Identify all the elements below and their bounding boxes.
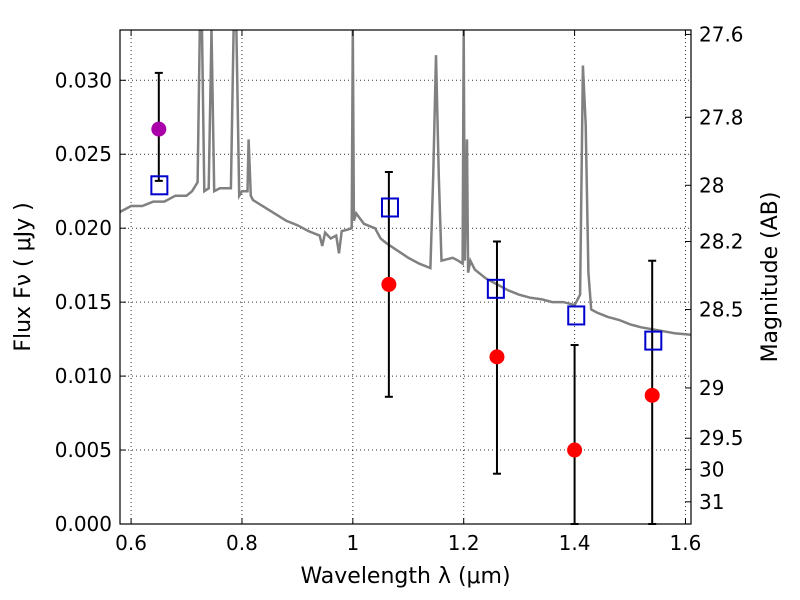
x-tick-label: 0.6 xyxy=(115,531,147,555)
x-tick-label: 1.6 xyxy=(670,531,702,555)
right-tick-label: 29 xyxy=(699,376,724,400)
y-tick-label: 0.005 xyxy=(55,438,112,462)
y-tick-label: 0.000 xyxy=(55,512,112,536)
x-tick-label: 1 xyxy=(346,531,359,555)
model-band-square xyxy=(567,305,586,326)
y-tick-label: 0.030 xyxy=(55,68,112,92)
observed-point xyxy=(567,442,583,458)
right-axis-label: Magnitude (AB) xyxy=(758,192,783,363)
right-tick-label: 29.5 xyxy=(699,426,744,450)
x-axis-label: Wavelength λ (μm) xyxy=(300,564,510,589)
x-axis-ticks: 0.6 0.8 1 1.2 1.4 1.6 xyxy=(115,30,701,555)
y-axis-label: Flux Fν ( μJy ) xyxy=(11,202,36,351)
observed-point xyxy=(381,276,397,292)
model-band-square xyxy=(150,175,169,196)
right-tick-label: 28 xyxy=(699,173,724,197)
y-tick-label: 0.025 xyxy=(55,142,112,166)
y-tick-label: 0.010 xyxy=(55,364,112,388)
right-tick-label: 31 xyxy=(699,490,724,514)
observed-points xyxy=(151,121,660,458)
model-spectrum-line xyxy=(120,30,691,336)
observed-point xyxy=(644,387,660,403)
observed-point xyxy=(151,121,167,137)
plot-frame xyxy=(119,29,692,525)
model-band-square xyxy=(486,278,505,299)
x-tick-label: 0.8 xyxy=(226,531,258,555)
right-tick-label: 28.2 xyxy=(699,230,744,254)
right-tick-label: 30 xyxy=(699,457,724,481)
grid xyxy=(120,30,691,525)
right-tick-label: 28.5 xyxy=(699,298,744,322)
y-axis-ticks: 0.000 0.005 0.010 0.015 0.020 0.025 0.030 xyxy=(55,68,126,536)
model-band-points xyxy=(150,175,663,351)
model-band-square xyxy=(380,197,399,218)
x-tick-label: 1.2 xyxy=(448,531,480,555)
right-tick-label: 27.6 xyxy=(699,22,744,46)
observed-point xyxy=(489,349,505,365)
model-band-square xyxy=(644,330,663,351)
y-tick-label: 0.020 xyxy=(55,216,112,240)
x-tick-label: 1.4 xyxy=(559,531,591,555)
model-spectrum xyxy=(120,30,691,336)
y-tick-label: 0.015 xyxy=(55,290,112,314)
right-tick-label: 27.8 xyxy=(699,105,744,129)
right-axis-ticks: 27.6 27.8 28 28.2 28.5 29 29.5 30 31 xyxy=(685,22,744,514)
